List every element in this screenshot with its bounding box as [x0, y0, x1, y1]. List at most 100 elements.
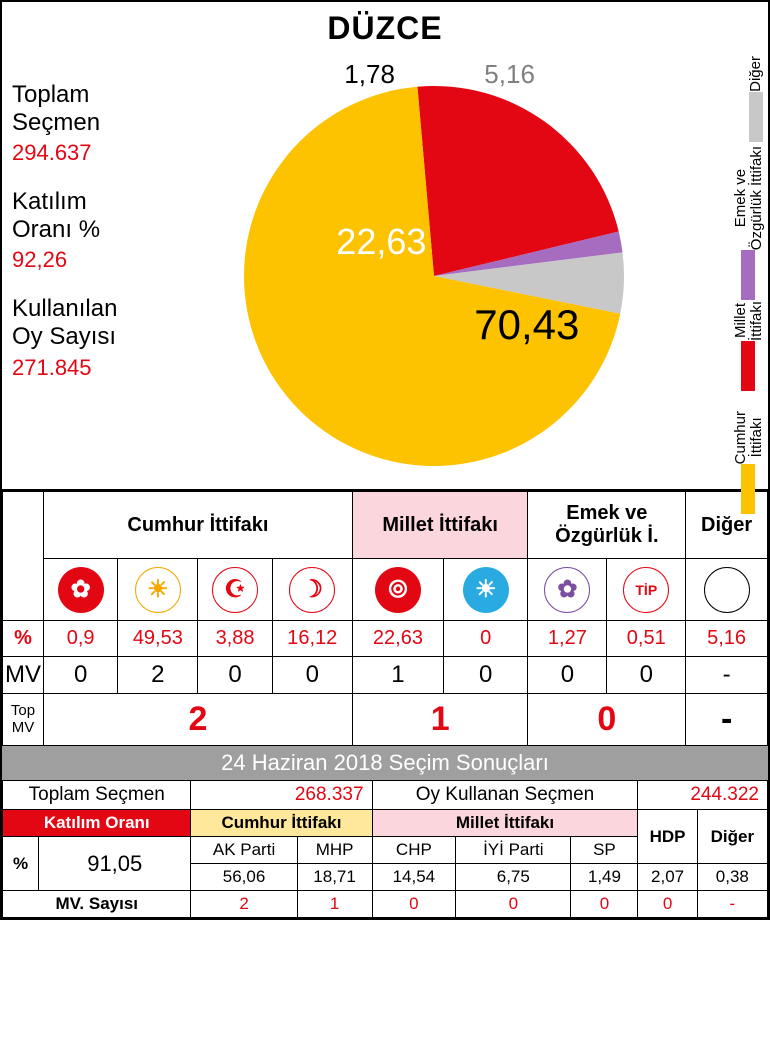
pie-label-emek: 1,78: [344, 59, 395, 90]
legend-swatch: [749, 92, 763, 142]
party-mv: 0: [198, 657, 272, 694]
party-logo-icon: ☀: [135, 567, 181, 613]
prev-mv-label: MV. Sayısı: [3, 891, 191, 918]
prev-party-header: SP: [571, 837, 638, 864]
party-pct: 0,9: [44, 621, 118, 657]
stat-label: KatılımOranı %: [12, 188, 154, 243]
party-logo-icon: [704, 567, 750, 613]
stats-column: ToplamSeçmen294.637KatılımOranı %92,26Ku…: [2, 51, 154, 489]
legend-item: Emek veÖzgürlük İttifakı: [733, 146, 765, 300]
prev-total-voters-value: 268.337: [191, 781, 372, 810]
prev-alliance-header: Cumhur İttifakı: [191, 810, 372, 837]
stat-label: ToplamSeçmen: [12, 81, 154, 136]
prev-election-title: 24 Haziran 2018 Seçim Sonuçları: [2, 746, 768, 780]
alliance-total-mv: 0: [528, 694, 686, 746]
prev-party-mv: 0: [372, 891, 456, 918]
results-table: Cumhur İttifakıMillet İttifakıEmek veÖzg…: [2, 491, 768, 746]
party-mv: 0: [272, 657, 352, 694]
prev-used-votes-label: Oy Kullanan Seçmen: [372, 781, 638, 810]
prev-party-mv: 0: [456, 891, 571, 918]
prev-turnout-value: 91,05: [39, 837, 191, 891]
prev-results-table: Toplam Seçmen 268.337 Oy Kullanan Seçmen…: [2, 780, 768, 918]
alliance-header: Cumhur İttifakı: [44, 492, 353, 559]
prev-total-voters-label: Toplam Seçmen: [3, 781, 191, 810]
row-label-mv: MV: [3, 657, 44, 694]
stat-value: 92,26: [12, 247, 154, 273]
legend: Diğer Emek veÖzgürlük İttifakı Milletİttif…: [699, 51, 768, 489]
prev-party-pct: 56,06: [191, 864, 297, 891]
prev-party-header: CHP: [372, 837, 456, 864]
party-pct: 49,53: [118, 621, 198, 657]
party-logo-icon: ☪: [212, 567, 258, 613]
prev-turnout-label: Katılım Oranı: [3, 810, 191, 837]
party-logo-icon: ☽: [289, 567, 335, 613]
prev-pct-label: %: [3, 837, 39, 891]
row-label-pct: %: [3, 621, 44, 657]
party-logo-cell: ☀: [444, 559, 528, 621]
party-logo-cell: ✿: [44, 559, 118, 621]
prev-party-pct: 6,75: [456, 864, 571, 891]
party-mv: 0: [44, 657, 118, 694]
alliance-total-mv: -: [686, 694, 768, 746]
pie-chart: [154, 51, 699, 491]
party-pct: 1,27: [528, 621, 607, 657]
party-logo-cell: [686, 559, 768, 621]
party-logo-icon: ✿: [544, 567, 590, 613]
party-pct: 3,88: [198, 621, 272, 657]
party-mv: 0: [528, 657, 607, 694]
row-label-topmv: TopMV: [3, 694, 44, 746]
pie-label-millet: 22,63: [336, 221, 426, 263]
prev-party-pct: 18,71: [297, 864, 372, 891]
party-mv: 0: [607, 657, 686, 694]
legend-label: Cumhurİttifakı: [733, 411, 765, 464]
prev-party-header: İYİ Parti: [456, 837, 571, 864]
prev-party-header: Diğer: [697, 810, 767, 864]
stat-value: 271.845: [12, 355, 154, 381]
party-logo-icon: ☀: [463, 567, 509, 613]
upper-section: ToplamSeçmen294.637KatılımOranı %92,26Ku…: [2, 51, 768, 491]
prev-party-pct: 2,07: [638, 864, 697, 891]
party-logo-cell: ☽: [272, 559, 352, 621]
pie-label-diger: 5,16: [484, 59, 535, 90]
alliance-header: Millet İttifakı: [352, 492, 528, 559]
legend-item: Milletİttifakı: [733, 301, 765, 391]
prev-party-pct: 0,38: [697, 864, 767, 891]
party-logo-cell: ✿: [528, 559, 607, 621]
province-title: DÜZCE: [2, 2, 768, 51]
stat-label: KullanılanOy Sayısı: [12, 295, 154, 350]
prev-party-pct: 1,49: [571, 864, 638, 891]
party-mv: 0: [444, 657, 528, 694]
legend-label: Diğer: [748, 56, 764, 92]
party-pct: 5,16: [686, 621, 768, 657]
prev-party-header: HDP: [638, 810, 697, 864]
prev-party-mv: 0: [571, 891, 638, 918]
alliance-total-mv: 1: [352, 694, 528, 746]
prev-party-mv: -: [697, 891, 767, 918]
party-pct: 0,51: [607, 621, 686, 657]
prev-party-mv: 0: [638, 891, 697, 918]
party-pct: 22,63: [352, 621, 443, 657]
prev-used-votes-value: 244.322: [638, 781, 768, 810]
prev-party-header: MHP: [297, 837, 372, 864]
pie-label-cumhur: 70,43: [474, 301, 579, 349]
prev-party-pct: 14,54: [372, 864, 456, 891]
alliance-header: Emek veÖzgürlük İ.: [528, 492, 686, 559]
party-mv: -: [686, 657, 768, 694]
alliance-total-mv: 2: [44, 694, 353, 746]
election-infographic: DÜZCE ToplamSeçmen294.637KatılımOranı %9…: [0, 0, 770, 920]
prev-alliance-header: Millet İttifakı: [372, 810, 638, 837]
legend-swatch: [741, 250, 755, 300]
prev-party-mv: 1: [297, 891, 372, 918]
prev-party-header: AK Parti: [191, 837, 297, 864]
party-logo-cell: ☪: [198, 559, 272, 621]
party-logo-icon: ✿: [58, 567, 104, 613]
prev-party-mv: 2: [191, 891, 297, 918]
party-pct: 0: [444, 621, 528, 657]
party-mv: 1: [352, 657, 443, 694]
party-pct: 16,12: [272, 621, 352, 657]
legend-label: Emek veÖzgürlük İttifakı: [733, 146, 765, 250]
legend-swatch: [741, 464, 755, 514]
legend-item: Diğer: [748, 56, 764, 142]
party-logo-cell: TİP: [607, 559, 686, 621]
party-logo-icon: TİP: [623, 567, 669, 613]
